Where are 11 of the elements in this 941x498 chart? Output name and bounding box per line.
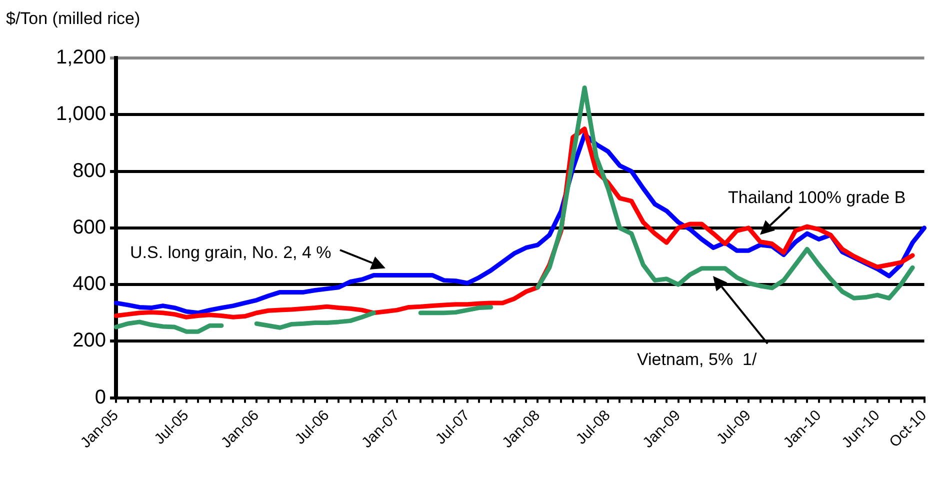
y-tick-label: 0 [94,386,106,408]
y-tick-label: 600 [72,216,106,238]
y-axis-title: $/Ton (milled rice) [6,9,140,28]
y-tick-label: 1,200 [56,46,106,69]
y-tick-label: 200 [72,330,106,352]
text: Vietnam, 5% 1/ [637,350,757,369]
series-label: Thailand 100% grade B [728,188,906,207]
y-tick-label: 800 [72,160,106,182]
y-tick-label: 400 [72,273,106,296]
series-label: U.S. long grain, No. 2, 4 % [130,243,332,262]
y-tick-label: 1,000 [56,103,106,126]
